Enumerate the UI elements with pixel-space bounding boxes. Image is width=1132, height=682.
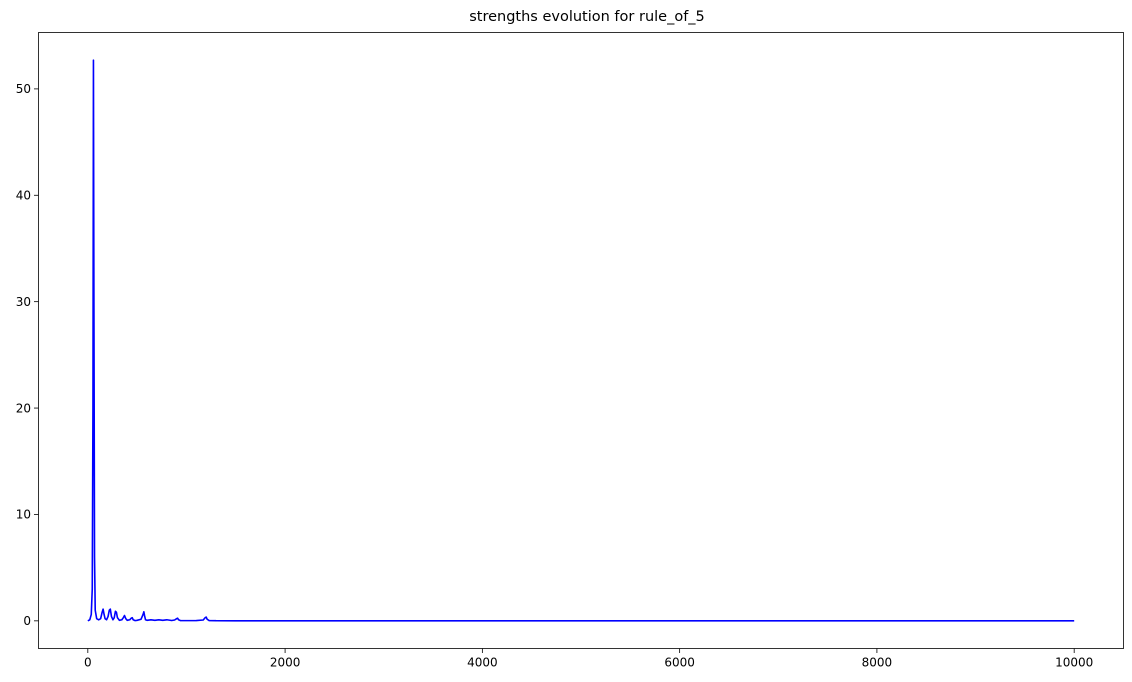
x-tick-label: 2000 xyxy=(270,656,301,670)
series-line-0 xyxy=(87,59,1075,622)
y-tick-label: 50 xyxy=(16,82,31,96)
x-tick-label: 8000 xyxy=(862,656,893,670)
y-tick-label: 20 xyxy=(16,401,31,415)
chart-title: strengths evolution for rule_of_5 xyxy=(469,9,705,25)
y-tick-label: 10 xyxy=(16,508,31,522)
axes-frame xyxy=(38,32,1124,649)
x-tick-label: 0 xyxy=(84,656,92,670)
plot-area xyxy=(87,59,1075,622)
y-tick-label: 30 xyxy=(16,295,31,309)
y-tick-label: 40 xyxy=(16,189,31,203)
y-axis: 0 10 20 30 40 50 xyxy=(16,82,39,628)
x-tick-label: 4000 xyxy=(467,656,498,670)
x-tick-label: 6000 xyxy=(664,656,695,670)
y-tick-label: 0 xyxy=(23,614,31,628)
x-axis: 0 2000 4000 6000 8000 10000 xyxy=(84,648,1093,670)
x-tick-label: 10000 xyxy=(1055,656,1093,670)
